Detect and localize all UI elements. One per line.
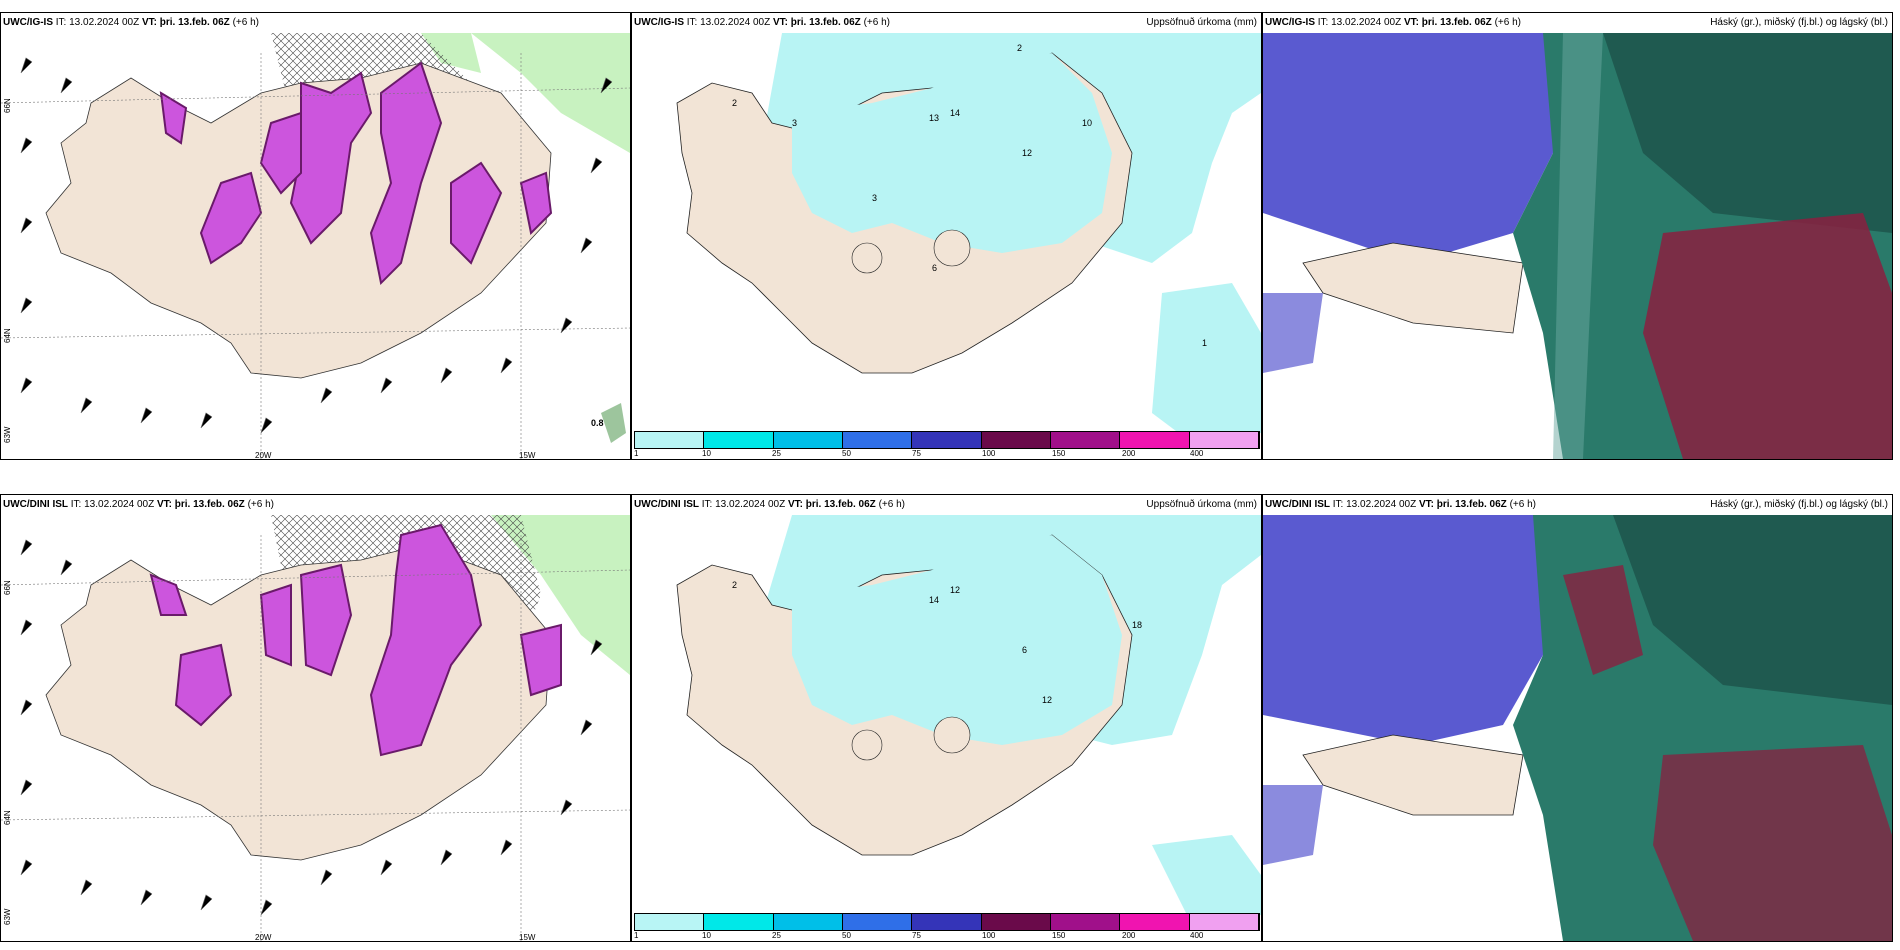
colorbar-label: 400 <box>1190 449 1204 458</box>
panel-title: Uppsöfnuð úrkoma (mm) <box>1146 17 1257 28</box>
precip-value: 2 <box>732 98 738 108</box>
lon-label: 15W <box>519 933 536 942</box>
colorbar-bin <box>912 432 982 448</box>
panel-precip-igis: UWC/IG-IS IT: 13.02.2024 00Z VT: þri. 13… <box>631 12 1262 460</box>
precip-value: 3 <box>872 193 878 203</box>
panel-precip-dini: UWC/DINI ISL IT: 13.02.2024 00Z VT: þri.… <box>631 494 1262 942</box>
value-label: 0.8 <box>591 418 604 428</box>
precip-value: 18 <box>1132 620 1143 630</box>
colorbar-bin <box>1189 914 1259 930</box>
colorbar-label: 100 <box>982 449 996 458</box>
wind-precip-map[interactable] <box>1 515 630 941</box>
colorbar <box>634 913 1260 931</box>
colorbar-bin <box>842 432 913 448</box>
colorbar-label: 1 <box>634 449 639 458</box>
precip-value: 1 <box>1202 338 1208 348</box>
colorbar-bin <box>1189 432 1259 448</box>
colorbar-bin <box>842 914 913 930</box>
colorbar-bin <box>773 914 843 930</box>
colorbar-label: 10 <box>702 449 711 458</box>
precip-value: 6 <box>1022 645 1028 655</box>
lat-label: 64N <box>3 328 12 343</box>
precip-value: 6 <box>932 263 938 273</box>
precip-value: 14 <box>929 595 940 605</box>
colorbar-label: 100 <box>982 931 996 940</box>
colorbar-label: 150 <box>1052 931 1066 940</box>
colorbar-label: 400 <box>1190 931 1204 940</box>
panel-header: UWC/DINI ISL IT: 13.02.2024 00Z VT: þri.… <box>1265 499 1536 510</box>
colorbar-bin <box>704 432 774 448</box>
precip-value: 12 <box>1022 148 1033 158</box>
panel-title: Uppsöfnuð úrkoma (mm) <box>1146 499 1257 510</box>
colorbar-label: 10 <box>702 931 711 940</box>
colorbar-label: 25 <box>772 931 781 940</box>
colorbar-bin <box>635 432 705 448</box>
lat-label: 66N <box>3 98 12 113</box>
colorbar-label: 50 <box>842 931 851 940</box>
colorbar-bin <box>981 914 1051 930</box>
colorbar-label: 1 <box>634 931 639 940</box>
precip-value: 2 <box>1017 43 1023 53</box>
colorbar-bin <box>1120 914 1190 930</box>
colorbar-bin <box>981 432 1051 448</box>
precip-value: 12 <box>1042 695 1053 705</box>
lat-label: 63W <box>3 426 12 443</box>
lon-label: 15W <box>519 451 536 460</box>
colorbar-label: 25 <box>772 449 781 458</box>
cloud-map[interactable] <box>1263 33 1892 459</box>
precip-value: 3 <box>792 118 798 128</box>
panel-wind-precip-dini: UWC/DINI ISL IT: 13.02.2024 00Z VT: þri.… <box>0 494 631 942</box>
panel-clouds-dini: UWC/DINI ISL IT: 13.02.2024 00Z VT: þri.… <box>1262 494 1893 942</box>
panel-header: UWC/DINI ISL IT: 13.02.2024 00Z VT: þri.… <box>634 499 905 510</box>
colorbar-label: 75 <box>912 449 921 458</box>
panel-header: UWC/IG-IS IT: 13.02.2024 00Z VT: þri. 13… <box>634 17 890 28</box>
colorbar-bin <box>1050 914 1121 930</box>
panel-wind-precip-igis: UWC/IG-IS IT: 13.02.2024 00Z VT: þri. 13… <box>0 12 631 460</box>
wind-precip-map[interactable] <box>1 33 630 459</box>
lat-label: 66N <box>3 580 12 595</box>
precip-value: 14 <box>950 108 961 118</box>
colorbar-bin <box>1050 432 1121 448</box>
panel-header: UWC/DINI ISL IT: 13.02.2024 00Z VT: þri.… <box>3 499 274 510</box>
colorbar-labels: 1 10 25 50 75 100 150 200 400 <box>632 931 1261 941</box>
lon-label: 20W <box>255 451 272 460</box>
precip-value: 12 <box>950 585 961 595</box>
lat-label: 63W <box>3 908 12 925</box>
precip-value: 2 <box>732 580 738 590</box>
panel-title: Háský (gr.), miðský (fj.bl.) og lágský (… <box>1710 499 1888 510</box>
panel-header: UWC/IG-IS IT: 13.02.2024 00Z VT: þri. 13… <box>3 17 259 28</box>
panel-header: UWC/IG-IS IT: 13.02.2024 00Z VT: þri. 13… <box>1265 17 1521 28</box>
colorbar-bin <box>1120 432 1190 448</box>
colorbar-label: 200 <box>1122 449 1136 458</box>
precip-map[interactable] <box>632 33 1261 459</box>
colorbar-bin <box>912 914 982 930</box>
colorbar-bin <box>773 432 843 448</box>
colorbar-label: 50 <box>842 449 851 458</box>
precip-value: 10 <box>1082 118 1093 128</box>
panel-clouds-igis: UWC/IG-IS IT: 13.02.2024 00Z VT: þri. 13… <box>1262 12 1893 460</box>
colorbar-label: 200 <box>1122 931 1136 940</box>
precip-value: 13 <box>929 113 940 123</box>
colorbar-labels: 1 10 25 50 75 100 150 200 400 <box>632 449 1261 459</box>
lat-label: 64N <box>3 810 12 825</box>
colorbar-bin <box>635 914 705 930</box>
colorbar-bin <box>704 914 774 930</box>
colorbar-label: 150 <box>1052 449 1066 458</box>
colorbar <box>634 431 1260 449</box>
lon-label: 20W <box>255 933 272 942</box>
precip-map[interactable] <box>632 515 1261 941</box>
panel-title: Háský (gr.), miðský (fj.bl.) og lágský (… <box>1710 17 1888 28</box>
cloud-map[interactable] <box>1263 515 1892 941</box>
colorbar-label: 75 <box>912 931 921 940</box>
